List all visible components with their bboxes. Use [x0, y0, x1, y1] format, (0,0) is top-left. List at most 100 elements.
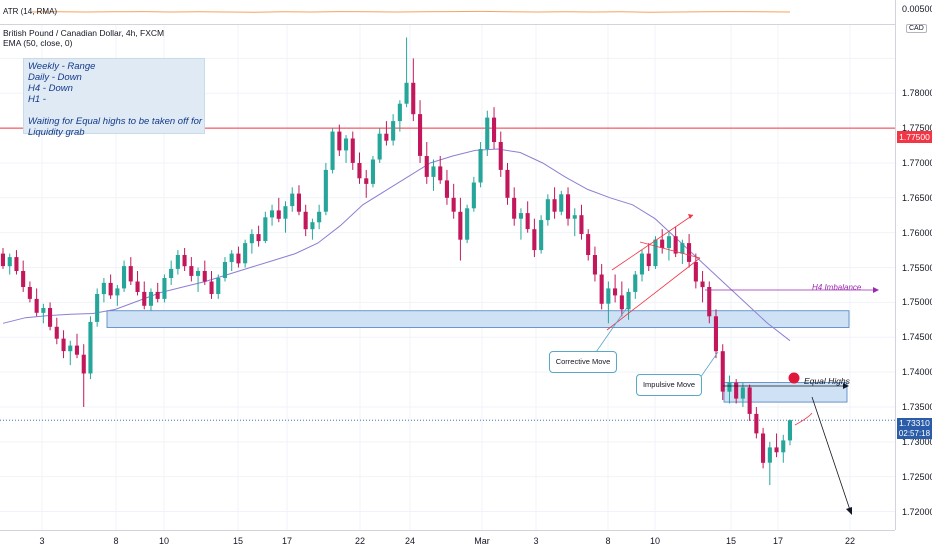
candle	[613, 274, 618, 303]
atr-line	[29, 10, 791, 13]
candle-body	[653, 239, 658, 267]
price-tick-label: 1.77000	[902, 157, 932, 168]
candle-body	[377, 133, 382, 160]
candle-body	[754, 413, 759, 434]
candle	[283, 201, 288, 233]
candle	[68, 340, 73, 366]
candle	[21, 260, 26, 292]
candle-body	[525, 213, 530, 230]
channel-drawing	[606, 214, 701, 331]
currency-badge[interactable]: CAD	[906, 24, 927, 33]
candle-body	[384, 133, 389, 141]
price-tick-label: 1.74500	[902, 332, 932, 343]
candle-body	[54, 326, 59, 339]
candle-body	[276, 210, 281, 219]
note-line	[24, 105, 204, 116]
candle-body	[438, 166, 443, 181]
candle-body	[162, 278, 167, 299]
candle	[787, 419, 792, 446]
time-tick-label: Mar	[474, 536, 490, 546]
candle-body	[182, 255, 187, 267]
candle-body	[505, 169, 510, 198]
candle	[619, 281, 624, 317]
candle-body	[767, 447, 772, 463]
candle	[566, 187, 571, 226]
candle-body	[350, 138, 355, 163]
candle-body	[249, 234, 254, 244]
candle-body	[61, 338, 66, 352]
candle-body	[781, 440, 786, 453]
candle-body	[713, 316, 718, 352]
candle-body	[747, 387, 752, 414]
candle-body	[7, 257, 12, 267]
candle-body	[740, 387, 745, 399]
candle	[397, 100, 402, 132]
candle-body	[122, 266, 127, 289]
candle-body	[323, 169, 328, 212]
candle	[539, 215, 544, 254]
candle	[687, 234, 692, 268]
candle	[357, 152, 362, 184]
candle	[761, 427, 766, 469]
candle-body	[27, 287, 32, 299]
atr-label[interactable]: ATR (14, RMA)	[3, 7, 58, 16]
candle-body	[693, 262, 698, 282]
candle	[754, 406, 759, 439]
candle	[61, 330, 66, 359]
candle	[162, 274, 167, 303]
candle-body	[21, 271, 26, 287]
candle	[774, 433, 779, 458]
candle	[552, 187, 557, 219]
price-tick-label: 1.78000	[902, 88, 932, 99]
candle	[350, 131, 355, 170]
candle	[660, 229, 665, 254]
candle-body	[599, 274, 604, 304]
equal-highs-marker	[788, 372, 800, 384]
candle	[175, 250, 180, 275]
candle-body	[687, 243, 692, 262]
candle	[310, 218, 315, 240]
analysis-note: Weekly - Range Daily - Down H4 - Down H1…	[23, 58, 205, 138]
candle	[485, 110, 490, 156]
ema-label[interactable]: EMA (50, close, 0)	[3, 38, 73, 48]
equal-highs-label[interactable]: Equal Highs	[804, 376, 850, 386]
candle	[700, 271, 705, 303]
candle-body	[579, 215, 584, 234]
note-line: Waiting for Equal highs to be taken off …	[28, 116, 203, 127]
candle	[606, 281, 611, 324]
time-tick-label: 8	[605, 536, 611, 546]
candle	[525, 201, 530, 233]
candle-body	[478, 149, 483, 183]
candle	[142, 281, 147, 310]
candle-body	[48, 308, 53, 327]
candle-body	[128, 266, 133, 282]
candle-body	[364, 178, 369, 184]
candle	[478, 142, 483, 188]
candle-body	[586, 234, 591, 255]
candle	[458, 197, 463, 261]
candle-body	[606, 288, 611, 304]
candle	[236, 246, 241, 268]
note-line: Liquidity grab	[28, 127, 85, 138]
candle	[512, 187, 517, 226]
candle-body	[498, 142, 503, 170]
candle	[767, 441, 772, 486]
candle-body	[263, 217, 268, 241]
candle	[229, 250, 234, 272]
time-tick-label: 3	[533, 536, 539, 546]
corrective-move-label[interactable]: Corrective Move	[549, 351, 617, 373]
symbol-title[interactable]: British Pound / Canadian Dollar, 4h, FXC…	[3, 28, 165, 38]
candle-body	[444, 180, 449, 198]
candle	[135, 271, 140, 296]
impulsive-move-label[interactable]: Impulsive Move	[636, 374, 702, 396]
chart-grid	[0, 25, 895, 530]
candle	[518, 208, 523, 240]
candle	[465, 204, 470, 244]
h4-imbalance-label[interactable]: H4 Imbalance	[812, 283, 862, 292]
candle	[41, 303, 46, 324]
candle	[290, 187, 295, 212]
candle-body	[68, 345, 73, 352]
candle-body	[545, 199, 550, 221]
candle-body	[310, 222, 315, 230]
